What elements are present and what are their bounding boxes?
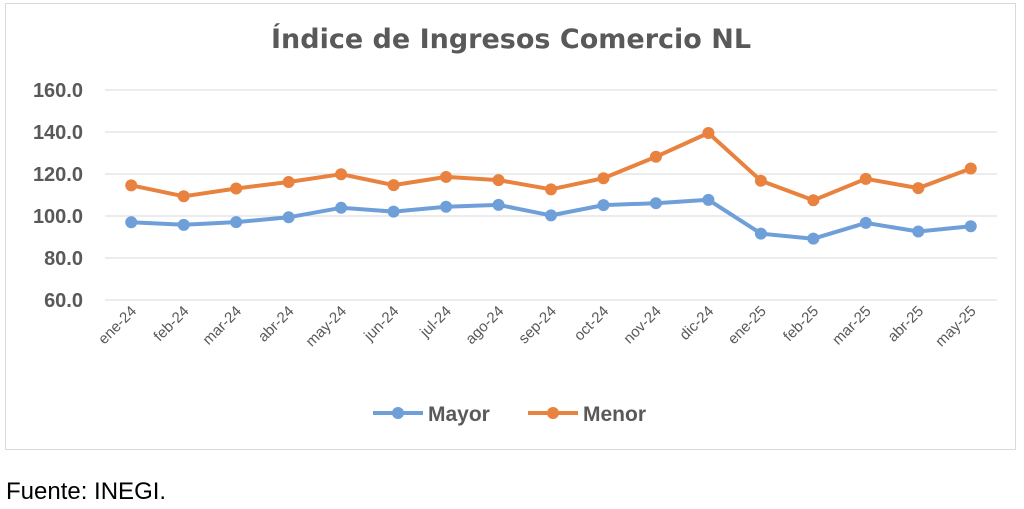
x-axis-tick-labels: ene-24 feb-24 mar-24 abr-24 may-24 jun-24 jul-… [95, 303, 980, 350]
y-tick-label: 120.0 [33, 164, 83, 186]
x-tick-label: ene-25 [725, 303, 770, 348]
data-point [754, 174, 767, 187]
line-chart: Índice de Ingresos Comercio NL 160.0 140.… [33, 23, 997, 426]
legend-marker [547, 407, 559, 419]
y-axis-tick-labels: 160.0 140.0 120.0 100.0 80.0 60.0 [33, 80, 83, 312]
x-tick-label: jul-24 [416, 303, 455, 342]
data-point [177, 218, 190, 231]
data-point [545, 183, 557, 196]
data-point [335, 201, 348, 214]
data-point [282, 175, 295, 188]
data-point [125, 179, 138, 192]
data-point [807, 194, 820, 207]
data-point [964, 220, 977, 233]
x-tick-label: ene-24 [95, 303, 140, 348]
series-lines [125, 127, 977, 245]
x-tick-label: feb-24 [150, 303, 192, 345]
data-point [649, 197, 662, 210]
series-menor [125, 127, 977, 207]
x-tick-label: sep-24 [515, 303, 559, 347]
y-tick-label: 140.0 [33, 122, 83, 144]
data-point [335, 168, 348, 181]
data-point [492, 198, 505, 211]
series-mayor [125, 193, 977, 245]
data-point [177, 190, 190, 203]
legend-label: Menor [583, 403, 646, 426]
x-tick-label: jun-24 [360, 303, 402, 345]
gridlines [105, 89, 997, 301]
data-point [545, 209, 557, 222]
data-point [440, 170, 453, 183]
data-point [125, 216, 138, 229]
data-point [597, 172, 610, 185]
x-tick-label: feb-25 [780, 303, 822, 345]
legend-label: Mayor [428, 403, 490, 426]
data-point [702, 127, 715, 140]
data-point [387, 179, 400, 192]
data-point [859, 216, 872, 229]
data-point [230, 182, 243, 195]
data-point [859, 172, 872, 185]
data-point [912, 225, 925, 238]
data-point [387, 205, 400, 218]
data-point [702, 193, 715, 206]
chart-title: Índice de Ingresos Comercio NL [271, 23, 751, 55]
x-tick-label: nov-24 [620, 303, 664, 347]
legend-marker [392, 407, 404, 419]
x-tick-label: may-24 [303, 303, 350, 350]
y-tick-label: 80.0 [44, 248, 83, 270]
x-tick-label: mar-25 [829, 303, 875, 349]
data-point [649, 150, 662, 163]
data-point [492, 174, 505, 187]
source-note: Fuente: INEGI. [6, 478, 167, 505]
x-tick-label: may-25 [932, 303, 979, 350]
x-tick-label: ago-24 [462, 303, 507, 348]
x-tick-label: mar-24 [199, 303, 245, 349]
legend: Mayor Menor [373, 403, 646, 426]
y-tick-label: 60.0 [44, 290, 83, 312]
data-point [754, 227, 767, 240]
x-tick-label: dic-24 [676, 303, 717, 344]
data-point [282, 211, 295, 224]
data-point [964, 162, 977, 175]
x-tick-label: abr-24 [255, 303, 298, 346]
data-point [440, 200, 453, 213]
x-tick-label: abr-25 [884, 303, 927, 346]
data-point [597, 199, 610, 212]
data-point [807, 232, 820, 245]
data-point [230, 216, 243, 229]
y-tick-label: 100.0 [33, 206, 83, 228]
x-tick-label: oct-24 [571, 303, 613, 345]
y-tick-label: 160.0 [33, 80, 83, 102]
data-point [912, 182, 925, 195]
